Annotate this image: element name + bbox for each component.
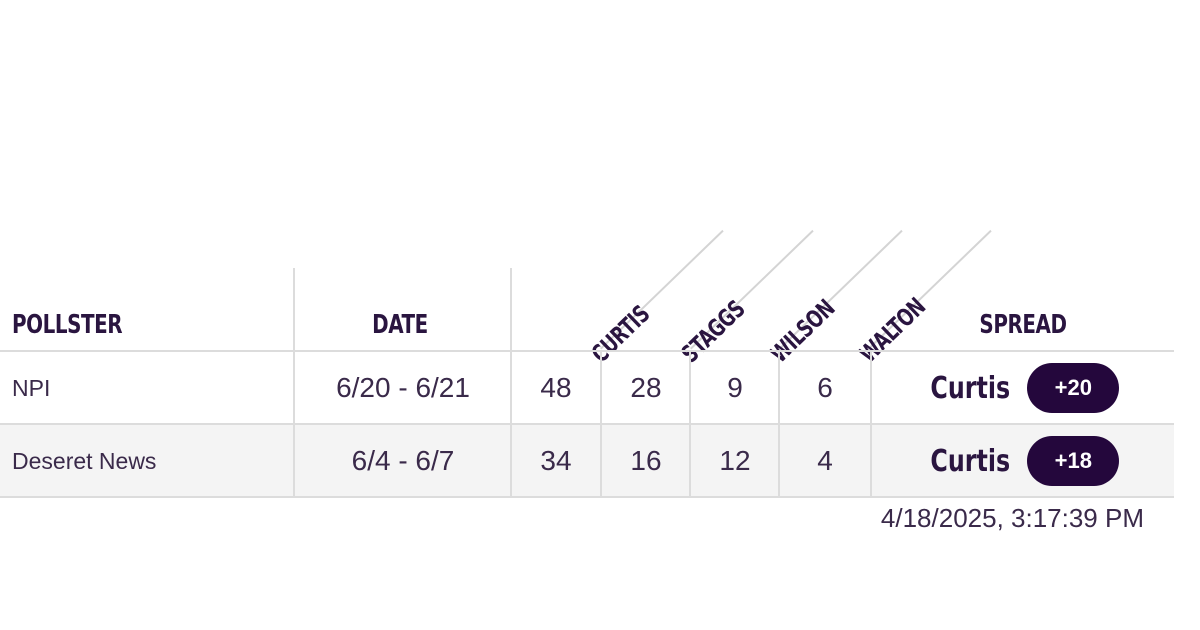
column-divider — [778, 350, 780, 498]
curtis-value: 48 — [540, 372, 572, 403]
column-divider — [870, 350, 872, 498]
staggs-value: 16 — [630, 445, 662, 476]
pollster-cell: NPI — [12, 375, 51, 401]
header-date: DATE — [372, 310, 428, 340]
pollster-cell: Deseret News — [12, 448, 157, 474]
walton-value: 6 — [817, 372, 833, 403]
row-divider — [0, 423, 1174, 425]
spread-cell: Curtis +20 — [872, 352, 1172, 424]
wilson-value: 9 — [727, 372, 743, 403]
column-divider — [600, 350, 602, 498]
date-cell: 6/20 - 6/21 — [336, 372, 470, 403]
spread-leader: Curtis — [930, 443, 1010, 479]
header-spread: SPREAD — [979, 310, 1067, 340]
column-divider — [689, 350, 691, 498]
wilson-value: 12 — [719, 445, 751, 476]
header-divider — [510, 268, 512, 350]
column-divider — [293, 350, 295, 498]
spread-badge: +18 — [1027, 436, 1120, 486]
date-cell: 6/4 - 6/7 — [351, 445, 455, 476]
curtis-value: 34 — [540, 445, 572, 476]
table-row: NPI 6/20 - 6/21 48 28 9 6 Curtis +20 — [0, 352, 1174, 424]
spread-badge: +20 — [1027, 363, 1120, 413]
header-pollster: POLLSTER — [12, 310, 123, 340]
table-row: Deseret News 6/4 - 6/7 34 16 12 4 Curtis… — [0, 425, 1174, 497]
walton-value: 4 — [817, 445, 833, 476]
spread-leader: Curtis — [930, 370, 1010, 406]
header-divider — [293, 268, 295, 350]
column-divider — [510, 350, 512, 498]
spread-cell: Curtis +18 — [872, 425, 1172, 497]
poll-table: POLLSTER DATE SPREAD CURTIS STAGGS WILSO… — [0, 229, 1174, 498]
table-bottom-rule — [0, 496, 1174, 498]
header-bottom-rule — [0, 350, 1174, 352]
staggs-value: 28 — [630, 372, 662, 403]
timestamp: 4/18/2025, 3:17:39 PM — [880, 503, 1144, 533]
